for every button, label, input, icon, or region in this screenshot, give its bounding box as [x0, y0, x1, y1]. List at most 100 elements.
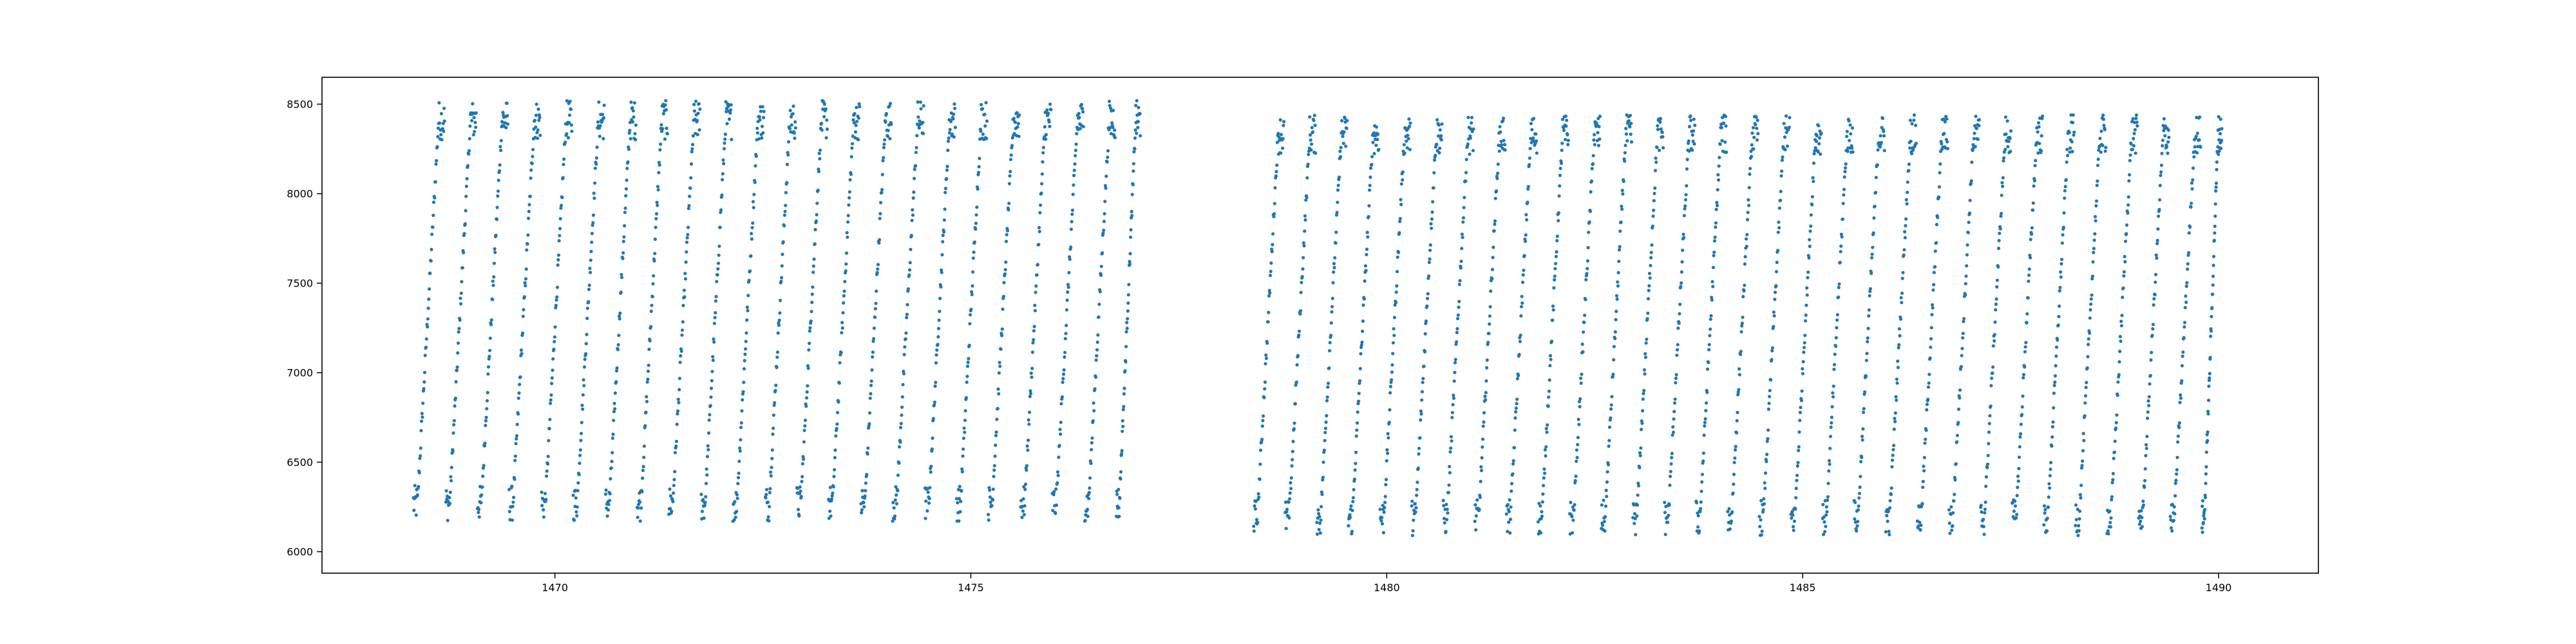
scatter-point	[1733, 448, 1738, 452]
scatter-point	[627, 147, 631, 151]
scatter-point	[1045, 108, 1049, 112]
scatter-point	[849, 173, 853, 176]
scatter-point	[1948, 531, 1952, 535]
x-tick-label: 1490	[2206, 582, 2232, 594]
scatter-point	[721, 178, 724, 182]
scatter-point	[1060, 395, 1064, 399]
scatter-point	[772, 413, 775, 417]
scatter-point	[1898, 334, 1902, 338]
scatter-point	[912, 190, 916, 194]
scatter-point	[1277, 135, 1281, 139]
scatter-point	[1133, 147, 1137, 151]
scatter-point	[1832, 384, 1835, 388]
scatter-point	[419, 454, 422, 458]
scatter-point	[521, 314, 525, 318]
scatter-point	[844, 269, 848, 273]
scatter-point	[2218, 132, 2222, 136]
scatter-point	[628, 129, 632, 133]
scatter-point	[1879, 140, 1883, 144]
scatter-point	[1007, 208, 1010, 212]
scatter-point	[1498, 125, 1502, 129]
scatter-point	[1125, 327, 1129, 330]
scatter-point	[589, 270, 592, 274]
scatter-point	[712, 321, 716, 325]
scatter-point	[1414, 510, 1417, 514]
scatter-point	[439, 133, 443, 137]
scatter-point	[587, 287, 591, 291]
scatter-point	[1288, 491, 1292, 495]
scatter-point	[585, 316, 589, 320]
scatter-point	[562, 162, 565, 166]
scatter-point	[1455, 340, 1459, 344]
scatter-point	[781, 252, 784, 256]
scatter-point	[1544, 454, 1548, 458]
scatter-point	[1136, 126, 1140, 129]
scatter-point	[1438, 146, 1442, 150]
scatter-point	[624, 187, 629, 191]
scatter-point	[2150, 350, 2154, 355]
scatter-point	[2143, 486, 2146, 489]
scatter-point	[2147, 395, 2151, 399]
scatter-point	[1103, 212, 1106, 216]
scatter-point	[2150, 334, 2154, 337]
scatter-point	[656, 204, 659, 207]
scatter-point	[1063, 355, 1066, 359]
scatter-point	[495, 205, 499, 209]
scatter-point	[493, 247, 497, 251]
scatter-point	[2175, 468, 2179, 472]
scatter-point	[1449, 446, 1453, 450]
scatter-point	[1132, 169, 1135, 173]
scatter-point	[603, 492, 608, 496]
scatter-point	[1821, 533, 1826, 536]
scatter-point	[1488, 305, 1492, 308]
scatter-point	[420, 412, 424, 415]
scatter-point	[1794, 507, 1797, 511]
scatter-point	[2214, 189, 2218, 193]
scatter-point	[708, 404, 712, 408]
scatter-point	[1895, 377, 1899, 381]
scatter-point	[1618, 245, 1622, 249]
scatter-point	[625, 178, 629, 182]
scatter-point	[1525, 218, 1529, 222]
scatter-point	[896, 473, 900, 477]
scatter-point	[482, 444, 487, 448]
scatter-point	[1875, 163, 1879, 167]
scatter-point	[1258, 462, 1262, 466]
scatter-point	[2057, 314, 2061, 319]
scatter-point	[943, 207, 947, 211]
scatter-point	[914, 164, 918, 167]
scatter-point	[998, 361, 1001, 365]
scatter-point	[916, 115, 920, 119]
scatter-point	[2090, 277, 2094, 281]
scatter-point	[2089, 297, 2093, 301]
scatter-point	[653, 237, 658, 242]
scatter-point	[434, 162, 438, 166]
scatter-point	[1842, 175, 1846, 179]
scatter-point	[1817, 136, 1821, 140]
scatter-point	[1273, 202, 1276, 205]
scatter-point	[1059, 432, 1063, 436]
scatter-point	[429, 259, 433, 263]
scatter-point	[1740, 324, 1744, 328]
scatter-point	[1947, 508, 1951, 512]
scatter-point	[656, 188, 660, 192]
scatter-point	[537, 118, 541, 122]
scatter-point	[714, 299, 717, 303]
scatter-point	[921, 120, 925, 124]
scatter-point	[2027, 267, 2031, 271]
scatter-point	[551, 357, 555, 361]
scatter-point	[1524, 240, 1528, 243]
scatter-point	[1479, 465, 1483, 469]
scatter-point	[2213, 231, 2217, 235]
scatter-point	[2143, 478, 2147, 482]
scatter-point	[2201, 504, 2204, 508]
scatter-point	[1135, 131, 1139, 135]
scatter-point	[1960, 354, 1964, 357]
scatter-point	[1120, 449, 1124, 453]
scatter-point	[1774, 284, 1778, 288]
scatter-point	[1428, 257, 1432, 261]
scatter-point	[1004, 240, 1009, 243]
scatter-point	[1924, 428, 1928, 432]
scatter-point	[2174, 494, 2177, 498]
scatter-point	[2141, 503, 2146, 507]
